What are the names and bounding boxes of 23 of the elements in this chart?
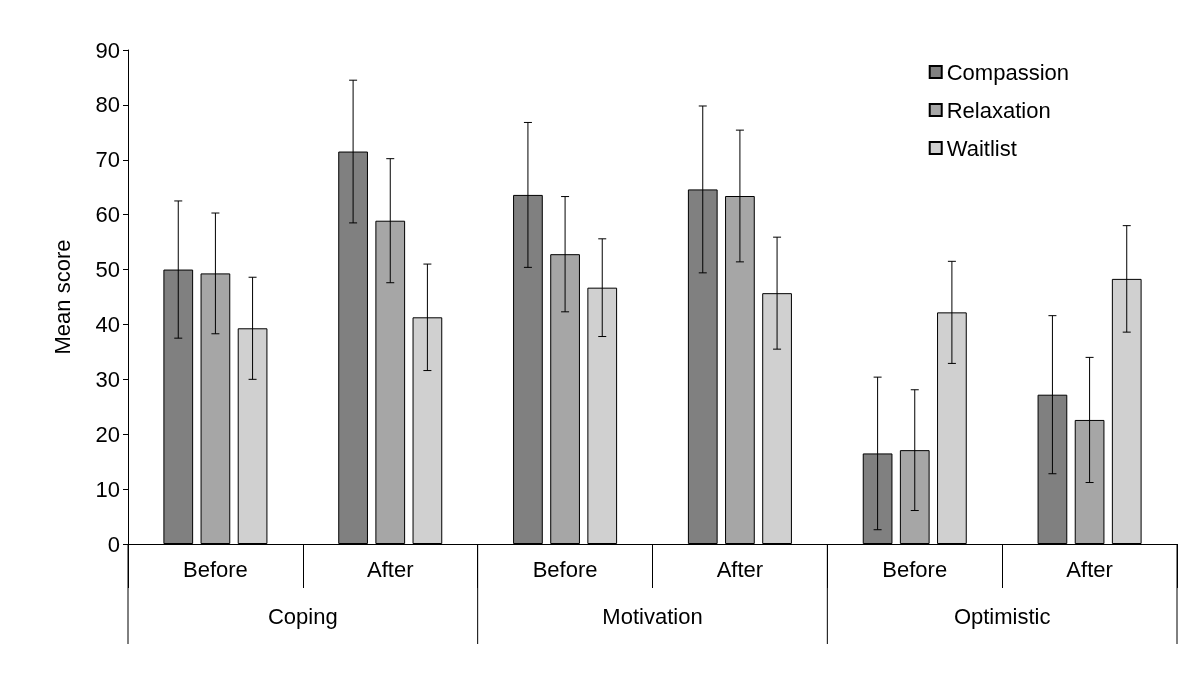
x-tick-label: Before [882,556,948,582]
text: Motivation [602,603,703,629]
y-tick-label: 50 [95,257,120,283]
y-tick-label: 10 [95,476,120,502]
text: Optimistic [953,603,1051,629]
x-tick-label: Before [532,556,598,582]
y-tick-label: 70 [95,147,120,173]
y-tick-label: 30 [95,366,120,392]
y-tick-label: 60 [95,202,120,228]
y-axis-title: Mean score [49,239,75,355]
x-tick-label: After [367,556,414,582]
legend-label: Compassion [946,59,1069,85]
legend-label: Relaxation [946,97,1051,123]
legend-label: Waitlist [946,135,1017,161]
y-tick-label: 40 [95,311,120,337]
text: Coping [267,603,338,629]
y-tick-label: 20 [95,421,120,447]
x-tick-label: After [1066,556,1113,582]
y-tick-label: 0 [107,531,120,557]
x-tick-label: Before [183,556,248,582]
x-tick-label: After [716,556,764,582]
y-tick-label: 90 [95,37,120,63]
y-tick-label: 80 [95,92,120,118]
